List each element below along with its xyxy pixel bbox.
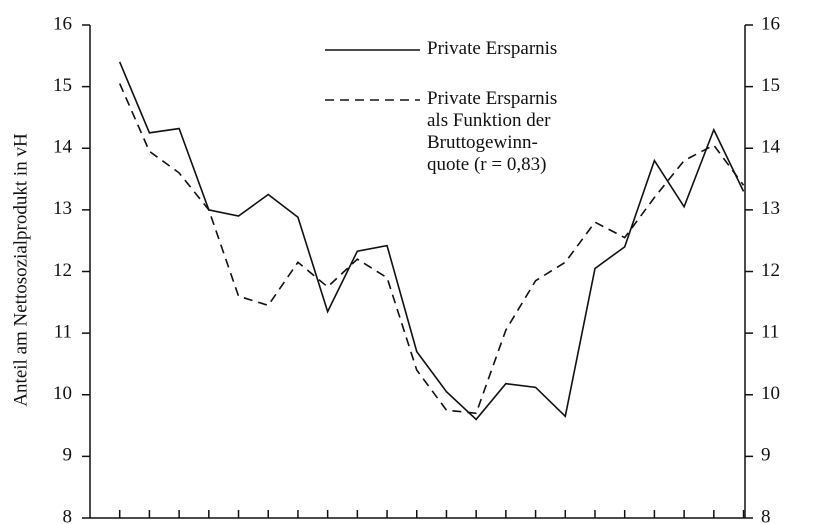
y-tick-label: 14 — [53, 137, 73, 158]
y-tick-label: 8 — [63, 506, 73, 524]
y2-tick-label: 10 — [761, 383, 780, 404]
y2-tick-label: 15 — [761, 75, 780, 96]
y-tick-label: 16 — [53, 13, 72, 34]
legend-line: als Funktion der — [427, 110, 551, 131]
y2-tick-label: 16 — [761, 13, 780, 34]
y-tick-label: 9 — [63, 445, 73, 466]
legend-line: Private Ersparnis — [427, 88, 557, 109]
legend-line: Private Ersparnis — [427, 38, 557, 59]
y-tick-label: 15 — [53, 75, 72, 96]
y-tick-label: 11 — [54, 321, 72, 342]
y2-tick-label: 9 — [761, 445, 771, 466]
y-tick-label: 10 — [53, 383, 72, 404]
legend-line: quote (r = 0,83) — [427, 154, 546, 175]
y2-tick-label: 8 — [761, 506, 771, 524]
y-axis-label: Anteil am Nettosozialprodukt in vH — [10, 133, 31, 407]
legend-line: Bruttogewinn- — [427, 132, 538, 153]
y2-tick-label: 14 — [761, 137, 781, 158]
y2-tick-label: 11 — [761, 321, 779, 342]
legend-label: Private Ersparnis als Funktion der Bruttog… — [427, 88, 557, 175]
y-tick-label: 13 — [53, 198, 72, 219]
series-line — [118, 83, 745, 415]
series-line — [118, 61, 745, 421]
legend-label: Private Ersparnis — [427, 38, 557, 59]
y2-tick-label: 13 — [761, 198, 780, 219]
y-tick-label: 12 — [53, 260, 72, 281]
y2-tick-label: 12 — [761, 260, 780, 281]
